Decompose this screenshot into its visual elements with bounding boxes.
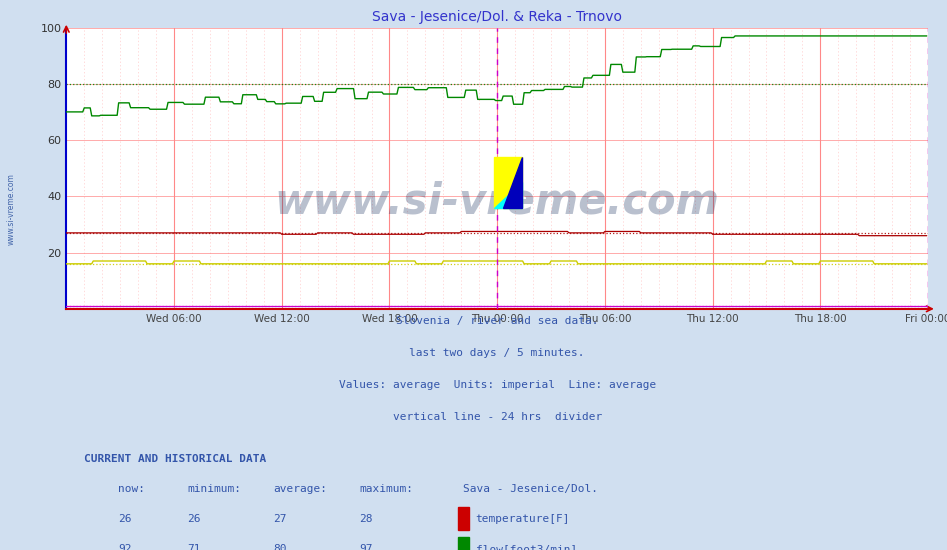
Text: 27: 27 — [273, 514, 287, 524]
Text: 80: 80 — [273, 543, 287, 550]
Text: 97: 97 — [359, 543, 373, 550]
Bar — [458, 507, 469, 530]
Text: 71: 71 — [187, 543, 201, 550]
Text: 26: 26 — [118, 514, 132, 524]
Text: temperature[F]: temperature[F] — [475, 514, 570, 524]
Bar — [494, 157, 522, 207]
Text: 26: 26 — [187, 514, 201, 524]
Text: CURRENT AND HISTORICAL DATA: CURRENT AND HISTORICAL DATA — [83, 454, 266, 464]
Text: minimum:: minimum: — [187, 484, 241, 494]
Text: 28: 28 — [359, 514, 373, 524]
Text: average:: average: — [273, 484, 327, 494]
Text: 92: 92 — [118, 543, 132, 550]
Bar — [458, 537, 469, 550]
Text: Slovenia / river and sea data.: Slovenia / river and sea data. — [396, 316, 599, 326]
Polygon shape — [494, 182, 522, 207]
Polygon shape — [503, 157, 522, 207]
Text: maximum:: maximum: — [359, 484, 413, 494]
Text: now:: now: — [118, 484, 145, 494]
Text: www.si-vreme.com: www.si-vreme.com — [275, 181, 720, 223]
Text: Values: average  Units: imperial  Line: average: Values: average Units: imperial Line: av… — [338, 380, 656, 390]
Text: www.si-vreme.com: www.si-vreme.com — [7, 173, 16, 245]
Text: Sava - Jesenice/Dol.: Sava - Jesenice/Dol. — [463, 484, 598, 494]
Text: last two days / 5 minutes.: last two days / 5 minutes. — [409, 348, 585, 358]
Text: vertical line - 24 hrs  divider: vertical line - 24 hrs divider — [393, 412, 601, 422]
Text: flow[foot3/min]: flow[foot3/min] — [475, 543, 577, 550]
Title: Sava - Jesenice/Dol. & Reka - Trnovo: Sava - Jesenice/Dol. & Reka - Trnovo — [372, 9, 622, 24]
